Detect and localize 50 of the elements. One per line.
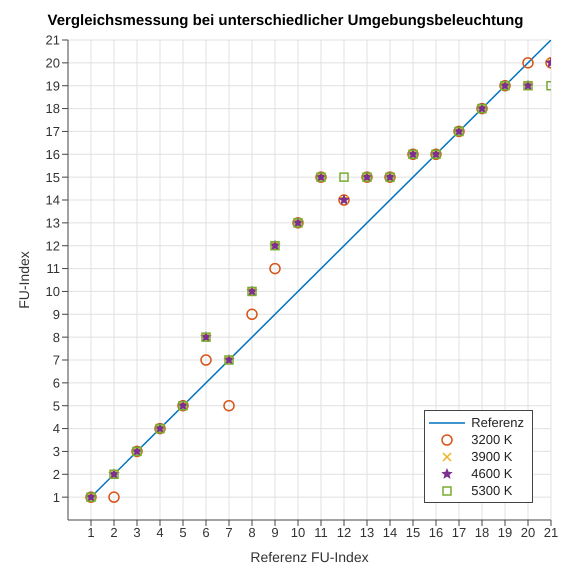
- legend-label: 4600 K: [471, 466, 512, 481]
- x-tick-label: 4: [156, 525, 164, 540]
- y-tick-label: 18: [46, 101, 60, 116]
- y-tick-label: 13: [46, 215, 60, 230]
- y-tick-label: 1: [52, 490, 60, 505]
- x-tick-label: 1: [87, 525, 95, 540]
- y-tick-label: 15: [46, 170, 60, 185]
- x-tick-label: 5: [179, 525, 187, 540]
- chart-title: Vergleichsmessung bei unterschiedlicher Umgebungsbeleuchtung: [46, 11, 524, 31]
- y-tick-label: 6: [52, 375, 60, 390]
- y-tick-label: 9: [52, 306, 60, 322]
- y-tick-label: 21: [46, 32, 60, 48]
- x-tick-label: 8: [248, 525, 256, 540]
- x-tick-label: 9: [271, 525, 279, 540]
- y-tick-label: 20: [46, 55, 60, 70]
- x-tick-label: 14: [382, 525, 398, 540]
- legend-label: Referenz: [471, 415, 524, 430]
- y-tick-label: 2: [52, 466, 60, 482]
- x-tick-label: 10: [290, 525, 306, 540]
- x-tick-label: 13: [360, 525, 374, 540]
- x-tick-label: 16: [428, 525, 444, 540]
- x-tick-label: 18: [474, 525, 490, 540]
- x-tick-label: 17: [452, 525, 466, 540]
- legend-label: 3200 K: [471, 432, 512, 447]
- y-tick-label: 5: [52, 398, 60, 414]
- y-tick-label: 3: [52, 444, 60, 460]
- y-tick-label: 4: [52, 421, 60, 436]
- y-axis-title: FU-Index: [16, 251, 32, 309]
- x-tick-label: 20: [520, 525, 536, 540]
- y-tick-label: 17: [46, 124, 60, 140]
- y-tick-label: 12: [46, 238, 60, 254]
- y-tick-label: 14: [46, 192, 60, 208]
- y-tick-label: 11: [46, 261, 60, 276]
- x-tick-label: 21: [544, 525, 558, 540]
- y-tick-label: 7: [52, 352, 60, 368]
- legend-label: 3900 K: [471, 449, 512, 464]
- x-tick-label: 15: [406, 525, 420, 540]
- y-tick-label: 19: [46, 78, 60, 94]
- x-tick-label: 19: [498, 525, 512, 540]
- y-tick-label: 8: [52, 330, 60, 345]
- y-tick-label: 10: [46, 284, 60, 300]
- x-tick-label: 6: [202, 525, 210, 540]
- x-tick-label: 7: [225, 525, 233, 540]
- legend-label: 5300 K: [471, 483, 512, 498]
- x-tick-label: 2: [110, 525, 118, 540]
- x-tick-label: 11: [314, 525, 328, 540]
- y-tick-label: 16: [46, 146, 60, 162]
- x-tick-label: 3: [133, 525, 141, 540]
- x-tick-label: 12: [336, 525, 352, 540]
- x-axis-title: Referenz FU-Index: [250, 549, 369, 565]
